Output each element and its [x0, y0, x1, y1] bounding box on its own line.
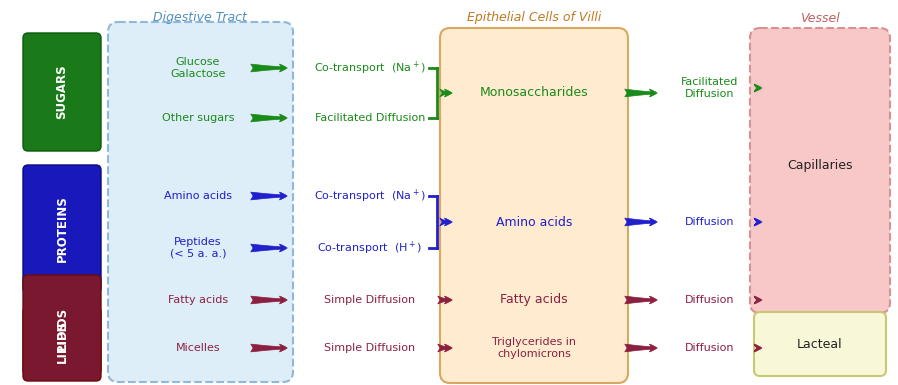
- Text: Co-transport  (H$^+$): Co-transport (H$^+$): [317, 239, 423, 257]
- Text: SUGARS: SUGARS: [56, 65, 68, 119]
- Text: LIPIDS: LIPIDS: [56, 306, 68, 350]
- Text: Micelles: Micelles: [176, 343, 220, 353]
- Text: Simple Diffusion: Simple Diffusion: [324, 343, 416, 353]
- Text: Amino acids: Amino acids: [496, 216, 572, 229]
- Text: Simple Diffusion: Simple Diffusion: [324, 295, 416, 305]
- FancyBboxPatch shape: [108, 22, 293, 382]
- Text: Co-transport  (Na$^+$): Co-transport (Na$^+$): [314, 59, 426, 77]
- Text: Diffusion: Diffusion: [685, 295, 735, 305]
- Text: Triglycerides in
chylomicrons: Triglycerides in chylomicrons: [492, 337, 576, 359]
- Text: Diffusion: Diffusion: [685, 217, 735, 227]
- Text: Co-transport  (Na$^+$): Co-transport (Na$^+$): [314, 187, 426, 205]
- Text: LIPIDS: LIPIDS: [56, 320, 68, 363]
- FancyBboxPatch shape: [23, 275, 101, 381]
- FancyBboxPatch shape: [440, 28, 628, 383]
- FancyBboxPatch shape: [750, 28, 890, 313]
- FancyBboxPatch shape: [754, 312, 886, 376]
- Text: Other sugars: Other sugars: [162, 113, 234, 123]
- Text: Lacteal: Lacteal: [797, 338, 843, 350]
- Text: Amino acids: Amino acids: [164, 191, 232, 201]
- Text: Fatty acids: Fatty acids: [500, 293, 568, 306]
- Text: Fatty acids: Fatty acids: [168, 295, 228, 305]
- Text: Facilitated Diffusion: Facilitated Diffusion: [315, 113, 425, 123]
- Text: Digestive Tract: Digestive Tract: [153, 12, 247, 25]
- Text: Facilitated
Diffusion: Facilitated Diffusion: [682, 77, 739, 99]
- Text: PROTEINS: PROTEINS: [56, 196, 68, 262]
- FancyBboxPatch shape: [23, 307, 101, 375]
- Text: Peptides
(< 5 a. a.): Peptides (< 5 a. a.): [170, 237, 226, 259]
- Text: Capillaries: Capillaries: [788, 159, 853, 171]
- FancyBboxPatch shape: [23, 165, 101, 293]
- Text: Epithelial Cells of Villi: Epithelial Cells of Villi: [467, 12, 601, 25]
- Text: Monosaccharides: Monosaccharides: [480, 87, 588, 99]
- Text: Diffusion: Diffusion: [685, 343, 735, 353]
- Text: Glucose
Galactose: Glucose Galactose: [171, 57, 225, 79]
- Text: Vessel: Vessel: [800, 12, 840, 25]
- FancyBboxPatch shape: [23, 33, 101, 151]
